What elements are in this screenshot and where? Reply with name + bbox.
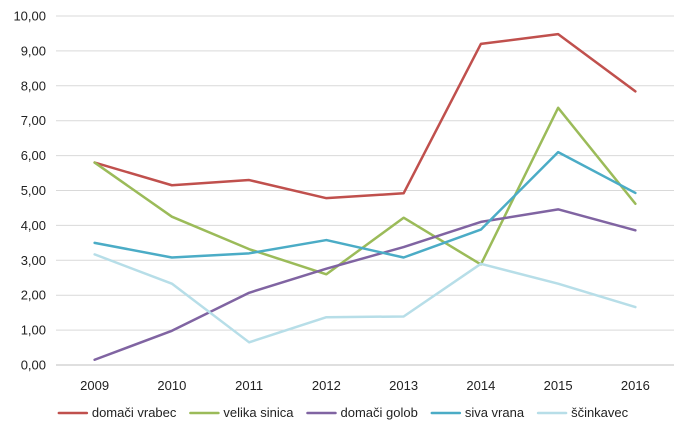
y-tick-label: 4,00 <box>21 218 46 233</box>
series-line-5 <box>93 253 637 344</box>
legend-label: domači golob <box>340 405 417 420</box>
y-tick-label: 1,00 <box>21 323 46 338</box>
legend-label: velika sinica <box>223 405 294 420</box>
legend-item: domači vrabec <box>57 405 177 420</box>
legend-label: domači vrabec <box>92 405 177 420</box>
x-tick-label: 2013 <box>389 378 418 393</box>
x-tick-label: 2016 <box>621 378 650 393</box>
y-tick-label: 9,00 <box>21 43 46 58</box>
y-tick-label: 2,00 <box>21 288 46 303</box>
x-tick-label: 2010 <box>157 378 186 393</box>
legend-item: ščinkavec <box>536 405 629 420</box>
x-tick-label: 2015 <box>544 378 573 393</box>
y-tick-label: 3,00 <box>21 253 46 268</box>
y-tick-label: 8,00 <box>21 78 46 93</box>
series-line-4 <box>93 150 637 259</box>
x-tick-label: 2011 <box>235 378 263 393</box>
legend: domači vrabec velika sinica domači golob si… <box>57 405 629 420</box>
x-tick-label: 2009 <box>80 378 109 393</box>
legend-item: velika sinica <box>189 405 294 420</box>
series-line-1 <box>93 32 637 200</box>
y-tick-label: 5,00 <box>21 183 46 198</box>
y-tick-label: 7,00 <box>21 113 46 128</box>
y-axis-ticks: 0,00 1,00 2,00 3,00 4,00 5,00 6,00 7,00 8,00 9,00… <box>13 9 46 373</box>
legend-item: domači golob <box>306 405 418 420</box>
y-tick-label: 0,00 <box>21 358 46 373</box>
series-lines <box>93 32 637 362</box>
series-line-3 <box>93 208 637 362</box>
legend-label: ščinkavec <box>571 405 629 420</box>
legend-item: siva vrana <box>430 405 525 420</box>
series-line-2 <box>93 106 637 276</box>
x-tick-label: 2012 <box>312 378 341 393</box>
y-tick-label: 6,00 <box>21 148 46 163</box>
x-axis-ticks: 2009 2010 2011 2012 2013 2014 2015 2016 <box>80 378 650 393</box>
gridlines <box>56 15 674 366</box>
x-tick-label: 2014 <box>466 378 495 393</box>
y-tick-label: 10,00 <box>13 9 46 24</box>
legend-label: siva vrana <box>465 405 525 420</box>
